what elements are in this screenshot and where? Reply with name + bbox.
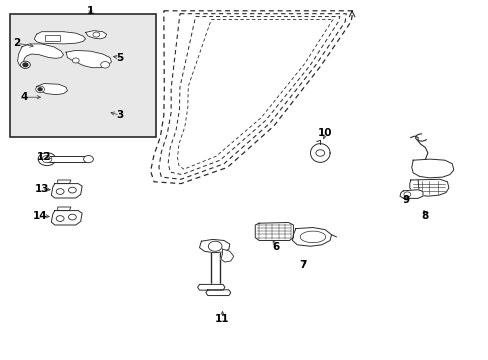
Circle shape: [315, 150, 324, 156]
Circle shape: [42, 156, 52, 163]
Polygon shape: [205, 290, 230, 296]
Polygon shape: [292, 228, 331, 246]
Bar: [10, 14, 156, 137]
Circle shape: [36, 86, 44, 93]
Circle shape: [83, 156, 93, 163]
Circle shape: [93, 32, 100, 37]
Circle shape: [72, 58, 79, 63]
Text: 6: 6: [272, 242, 279, 252]
Polygon shape: [197, 284, 224, 290]
Text: 13: 13: [34, 184, 49, 194]
Circle shape: [208, 241, 222, 251]
Text: 8: 8: [421, 211, 428, 221]
Text: 4: 4: [20, 92, 28, 102]
Circle shape: [56, 189, 64, 194]
Polygon shape: [399, 190, 422, 198]
Polygon shape: [199, 239, 229, 253]
Circle shape: [403, 192, 410, 197]
Polygon shape: [51, 184, 82, 198]
Circle shape: [68, 214, 76, 220]
Polygon shape: [255, 222, 293, 240]
Circle shape: [101, 62, 109, 68]
Polygon shape: [411, 159, 453, 178]
Polygon shape: [85, 31, 106, 39]
Text: 12: 12: [37, 152, 51, 162]
Bar: [45, 35, 60, 41]
Text: 1: 1: [87, 6, 94, 16]
Text: 3: 3: [116, 110, 123, 120]
Circle shape: [23, 63, 28, 67]
Text: 9: 9: [402, 195, 408, 205]
Polygon shape: [34, 32, 85, 44]
Text: 7: 7: [299, 260, 306, 270]
Polygon shape: [51, 211, 82, 225]
Circle shape: [20, 61, 30, 68]
Polygon shape: [58, 180, 71, 184]
Circle shape: [38, 88, 42, 91]
Circle shape: [68, 187, 76, 193]
Bar: [47, 156, 88, 162]
Polygon shape: [37, 84, 67, 95]
Text: 5: 5: [116, 53, 123, 63]
Polygon shape: [58, 207, 71, 211]
Polygon shape: [18, 44, 63, 68]
Polygon shape: [310, 144, 329, 162]
Text: 2: 2: [14, 38, 20, 48]
Polygon shape: [409, 179, 448, 196]
Text: 14: 14: [33, 211, 47, 221]
Polygon shape: [221, 249, 233, 262]
Text: 11: 11: [215, 314, 229, 324]
Circle shape: [38, 153, 56, 166]
Polygon shape: [66, 50, 111, 68]
Text: 10: 10: [317, 128, 332, 138]
Circle shape: [56, 216, 64, 221]
